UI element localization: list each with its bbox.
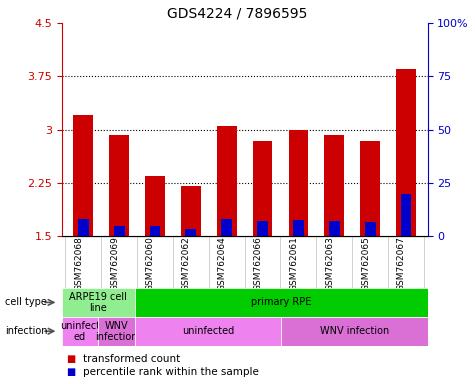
Bar — [114, 225, 124, 236]
Text: WNV
infection: WNV infection — [95, 321, 138, 342]
Text: GSM762064: GSM762064 — [218, 236, 227, 291]
Bar — [329, 221, 340, 236]
Text: ■: ■ — [66, 354, 76, 364]
Text: WNV infection: WNV infection — [320, 326, 389, 336]
Bar — [109, 135, 129, 236]
Text: cell type: cell type — [5, 297, 47, 308]
Bar — [78, 219, 89, 236]
Bar — [74, 115, 93, 236]
Text: GSM762065: GSM762065 — [361, 236, 370, 291]
Text: percentile rank within the sample: percentile rank within the sample — [83, 367, 259, 377]
Bar — [324, 134, 344, 236]
Text: GSM762066: GSM762066 — [254, 236, 263, 291]
Text: GSM762062: GSM762062 — [182, 236, 191, 291]
Bar — [150, 225, 161, 236]
Text: GSM762067: GSM762067 — [397, 236, 406, 291]
Text: transformed count: transformed count — [83, 354, 180, 364]
Text: ARPE19 cell
line: ARPE19 cell line — [69, 292, 127, 313]
Text: uninfect
ed: uninfect ed — [60, 321, 100, 342]
Text: GSM762069: GSM762069 — [110, 236, 119, 291]
Bar — [145, 176, 165, 236]
Text: ■: ■ — [66, 367, 76, 377]
Bar — [217, 126, 237, 236]
Text: GDS4224 / 7896595: GDS4224 / 7896595 — [167, 7, 308, 21]
Text: primary RPE: primary RPE — [251, 297, 312, 308]
Bar — [181, 187, 201, 236]
Text: infection: infection — [5, 326, 47, 336]
Bar — [221, 219, 232, 236]
Text: uninfected: uninfected — [182, 326, 234, 336]
Bar — [396, 69, 416, 236]
Bar — [257, 221, 268, 236]
Bar — [288, 130, 308, 236]
Text: GSM762061: GSM762061 — [289, 236, 298, 291]
Text: GSM762063: GSM762063 — [325, 236, 334, 291]
Bar — [360, 141, 380, 236]
Bar — [365, 222, 376, 236]
Bar — [400, 194, 411, 236]
Bar — [293, 220, 304, 236]
Bar — [185, 229, 196, 236]
Text: GSM762060: GSM762060 — [146, 236, 155, 291]
Bar — [253, 141, 273, 236]
Text: GSM762068: GSM762068 — [74, 236, 83, 291]
